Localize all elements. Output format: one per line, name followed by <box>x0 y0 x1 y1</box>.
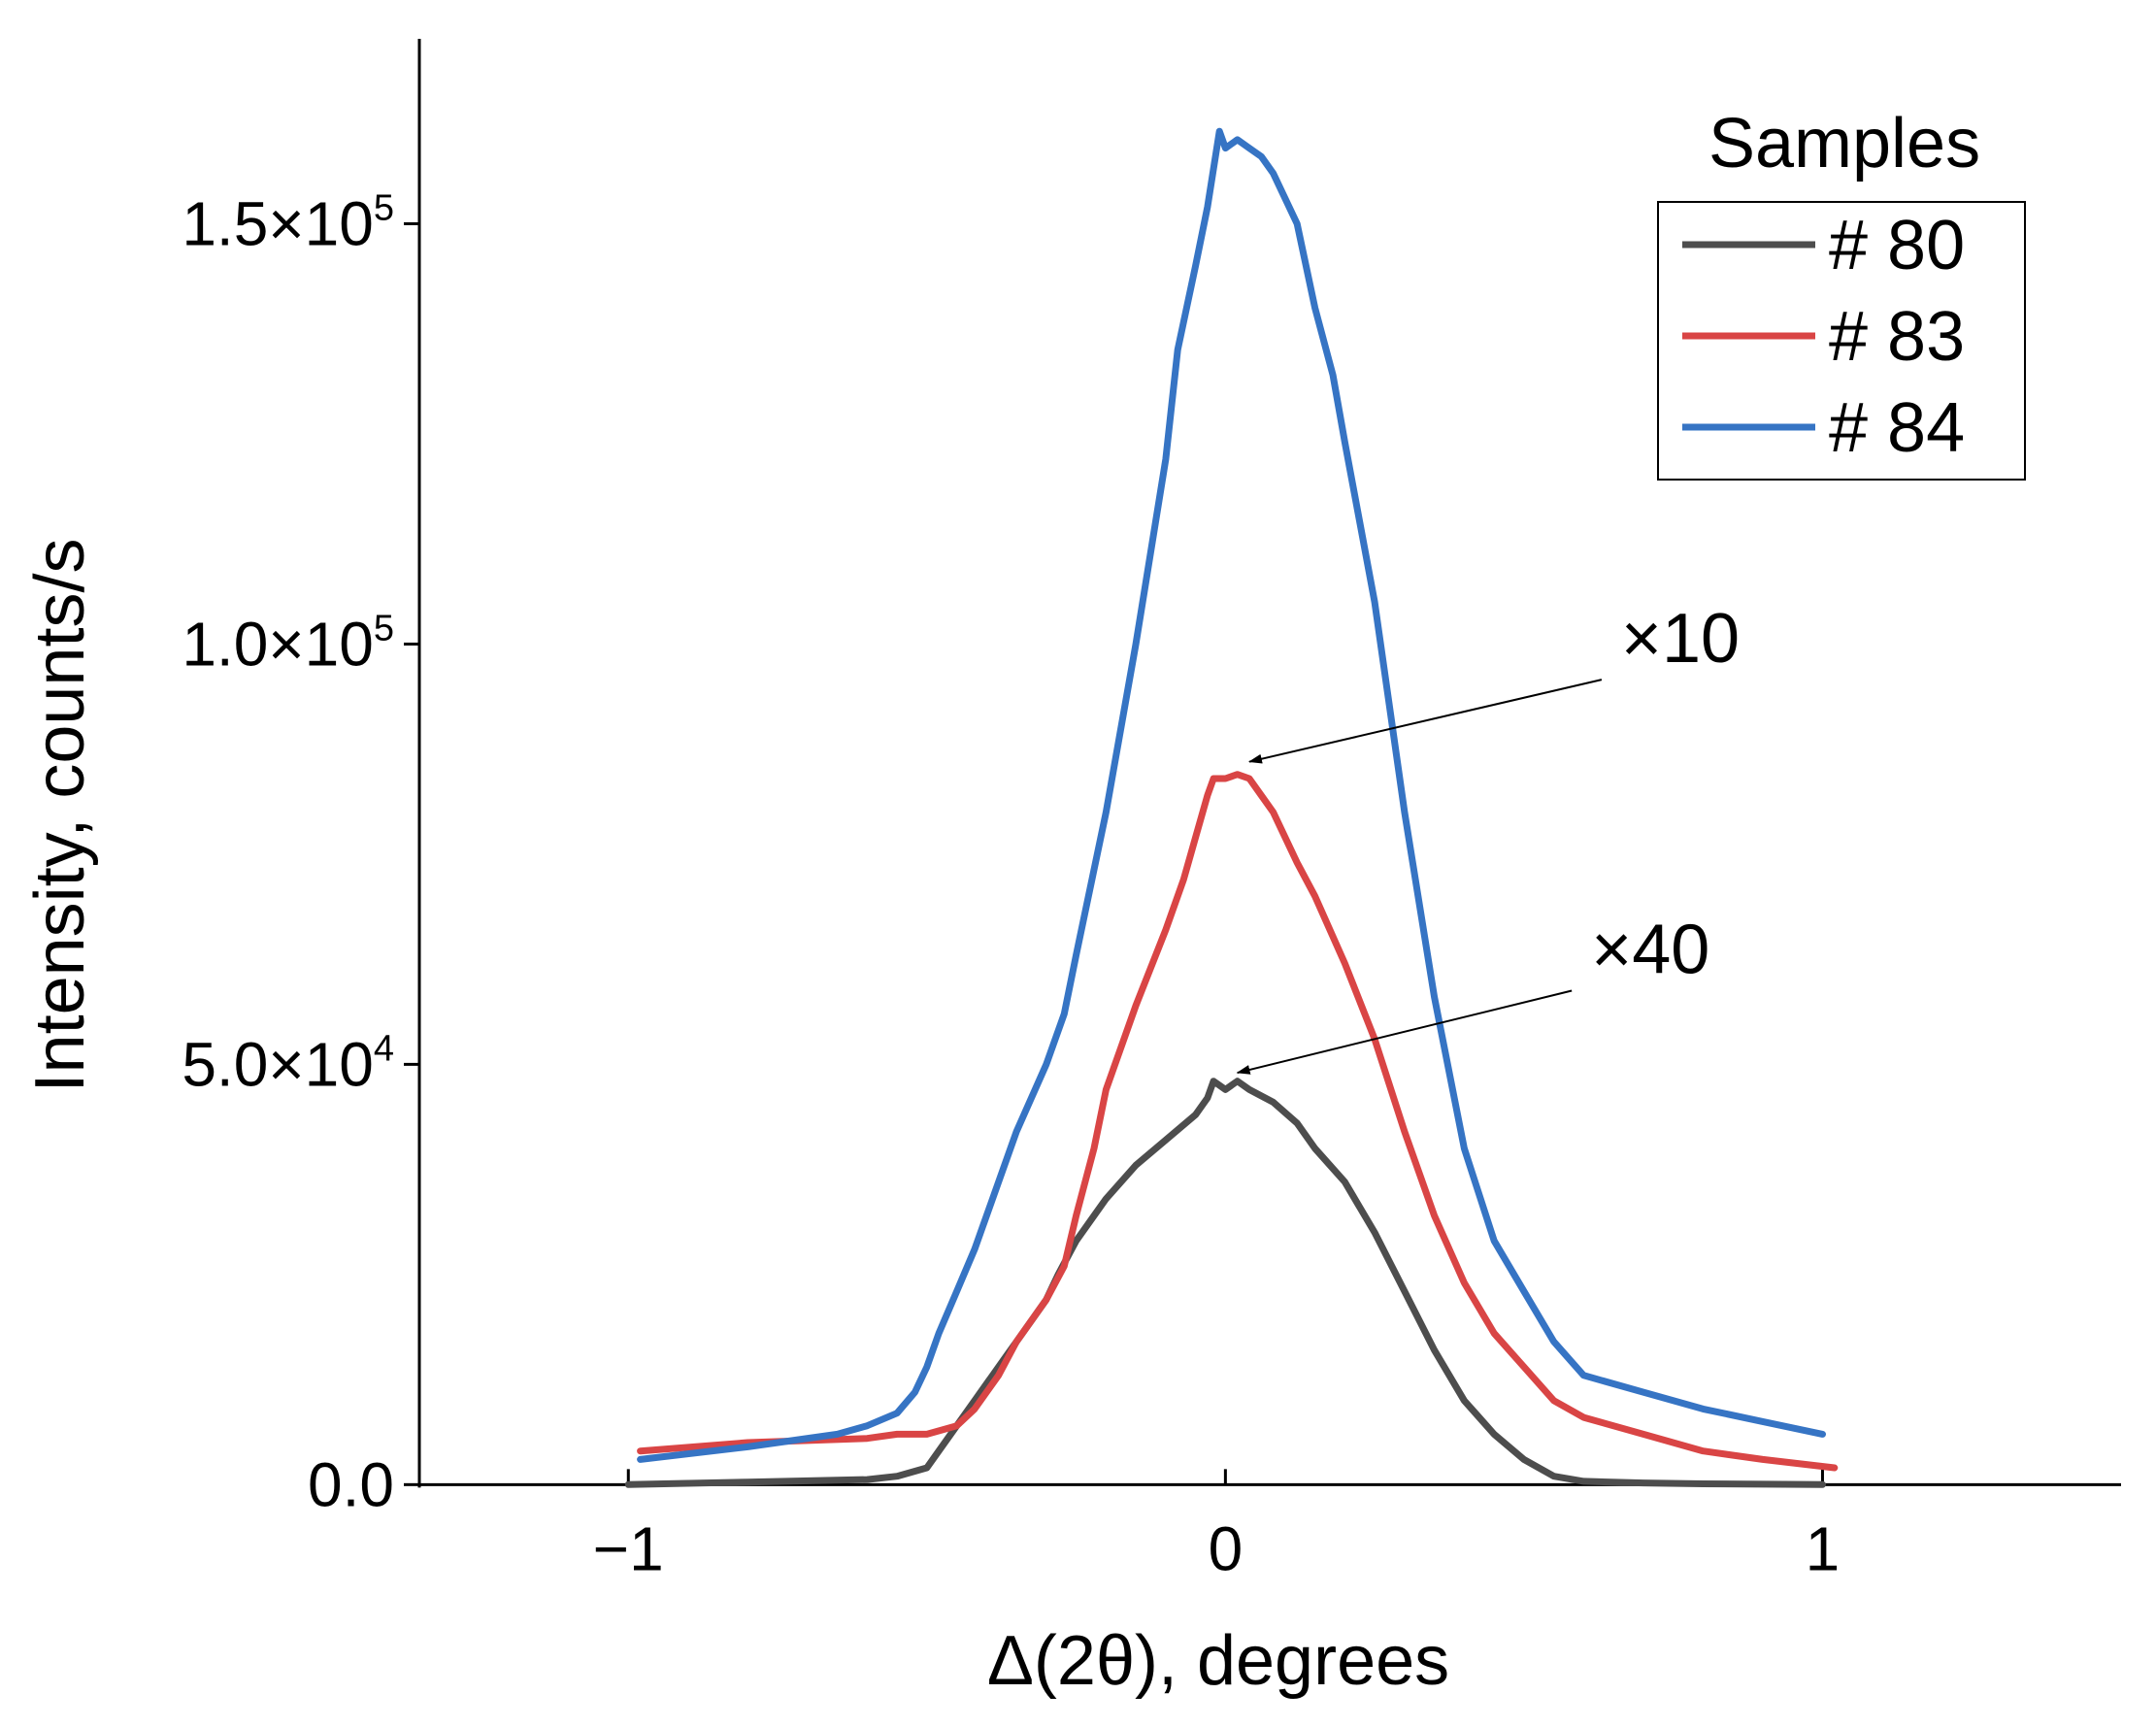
y-tick-label: 1.5×105 <box>182 187 394 258</box>
legend-items: # 80 # 83 # 84 <box>1682 207 1965 467</box>
annotation-layer: ×10 ×40 <box>1236 600 1740 1075</box>
legend-label: # 83 <box>1829 298 1965 376</box>
legend-title: Samples <box>1708 105 1980 183</box>
y-tick-label: 0.0 <box>308 1449 394 1519</box>
series-layer <box>624 127 1839 1488</box>
series-line-84 <box>637 127 1826 1463</box>
annotation-arrow <box>1236 989 1573 1075</box>
legend: Samples # 80 # 83 # 84 <box>1657 105 2026 481</box>
series-line-83 <box>637 771 1839 1472</box>
legend-label: # 84 <box>1829 389 1965 467</box>
y-tick-label: 5.0×104 <box>182 1028 394 1099</box>
x-axis-title: Δ(2θ), degrees <box>987 1622 1449 1700</box>
legend-label: # 80 <box>1829 207 1965 284</box>
x-tick-label: −1 <box>593 1513 664 1583</box>
annotation-label: ×10 <box>1621 600 1740 678</box>
plot-area: 0.0 5.0×104 1.0×105 1.5×105 −1 0 1 ×10 ×40 <box>182 39 2121 1583</box>
x-tick-label: 0 <box>1209 1513 1244 1583</box>
series-line-80 <box>624 1078 1826 1488</box>
annotation-arrow <box>1247 679 1603 764</box>
legend-box <box>1657 201 2026 481</box>
x-ticks: −1 0 1 <box>593 1469 1840 1583</box>
annotation-label: ×40 <box>1591 911 1709 988</box>
y-ticks: 0.0 5.0×104 1.0×105 1.5×105 <box>182 187 419 1519</box>
y-axis-title: Intensity, counts/s <box>21 539 99 1093</box>
y-tick-label: 1.0×105 <box>182 608 394 679</box>
x-tick-label: 1 <box>1806 1513 1841 1583</box>
